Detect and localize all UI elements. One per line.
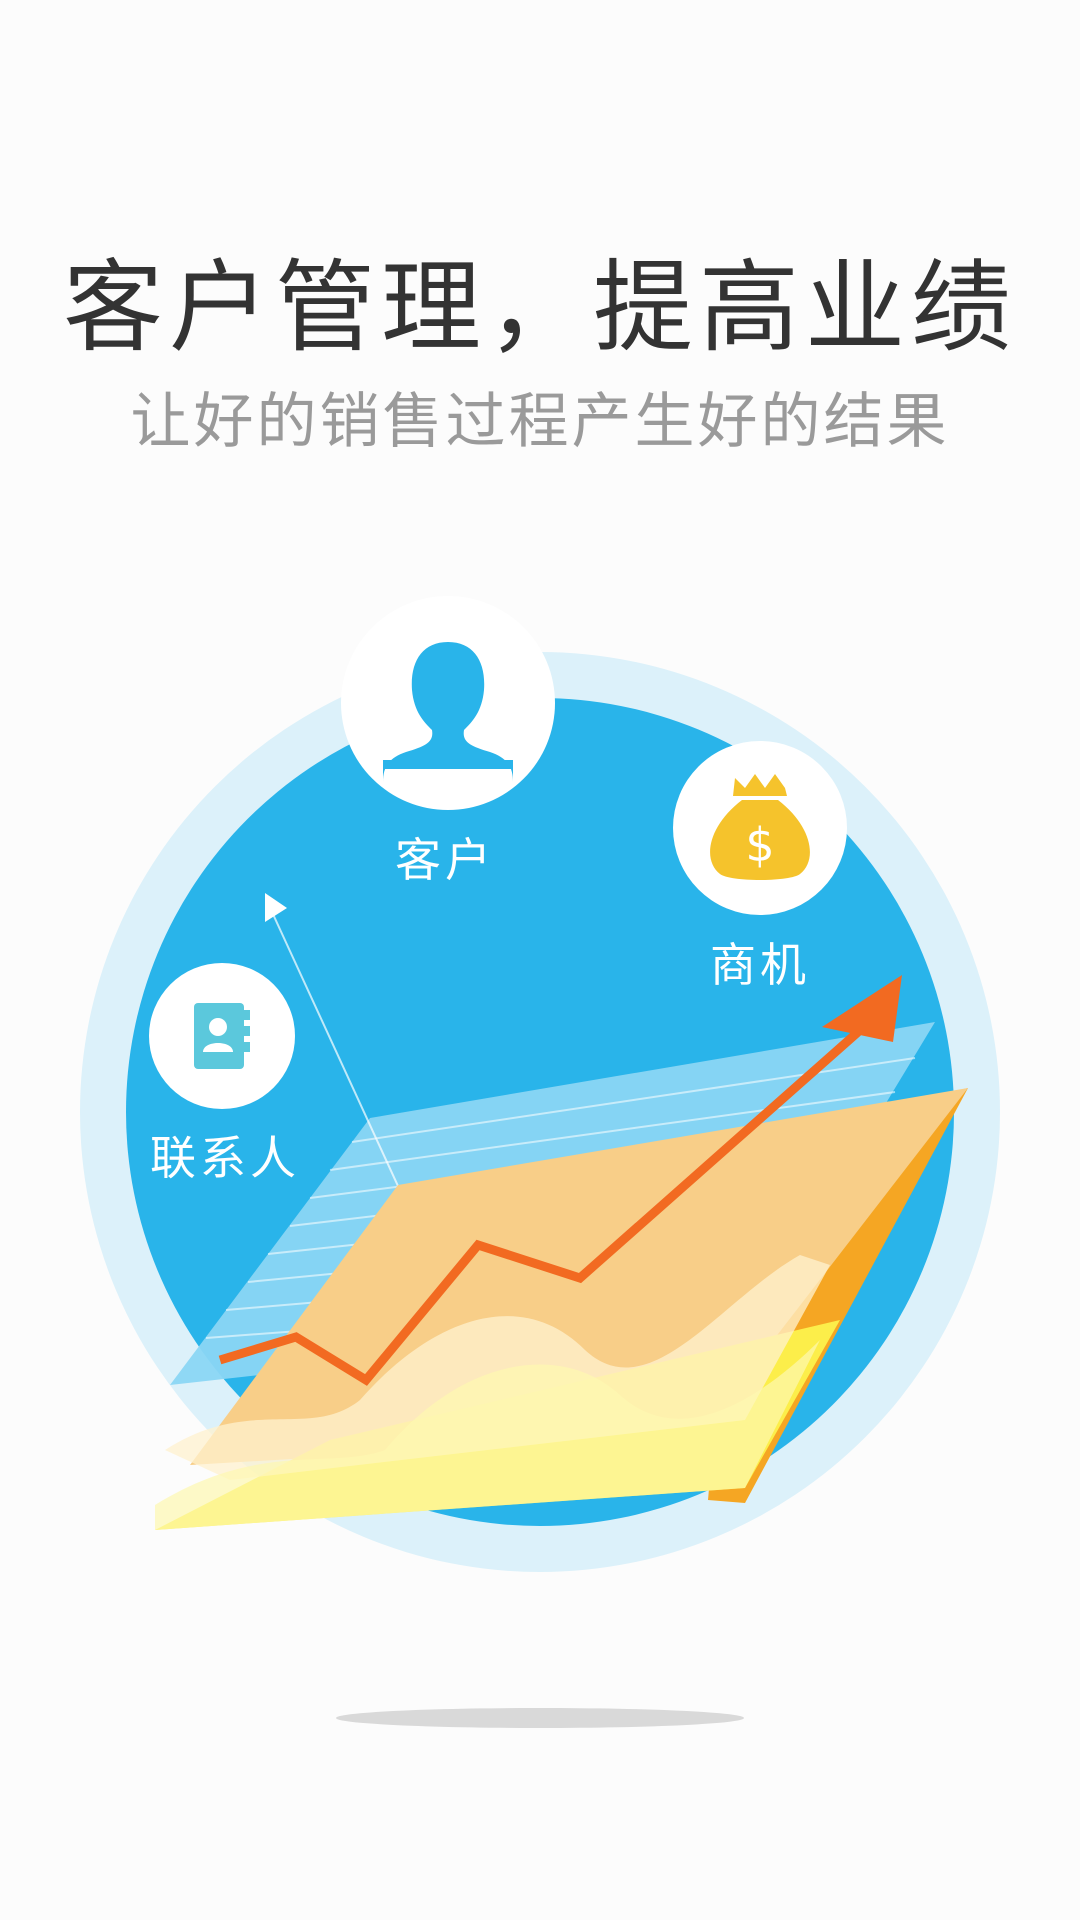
address-book-icon	[194, 1003, 250, 1069]
money-bag-icon: $	[710, 774, 810, 880]
chart-light-wave	[155, 1340, 820, 1530]
ground-shadow	[336, 1708, 744, 1728]
page-title: 客户管理，提高业绩	[63, 249, 1017, 366]
contact-bubble	[149, 963, 295, 1109]
page-subtitle: 让好的销售过程产生好的结果	[130, 387, 950, 457]
customer-label: 客户	[395, 833, 495, 887]
chart-axis-arrow	[265, 893, 287, 922]
person-icon	[383, 642, 513, 782]
deal-bubble: $	[673, 741, 847, 915]
chart-trend-arrow	[822, 975, 902, 1042]
customer-bubble	[341, 596, 555, 810]
svg-text:$: $	[745, 818, 774, 872]
contact-label: 联系人	[150, 1131, 300, 1185]
chart-trend-line	[218, 1028, 861, 1386]
deal-label: 商机	[710, 938, 810, 992]
